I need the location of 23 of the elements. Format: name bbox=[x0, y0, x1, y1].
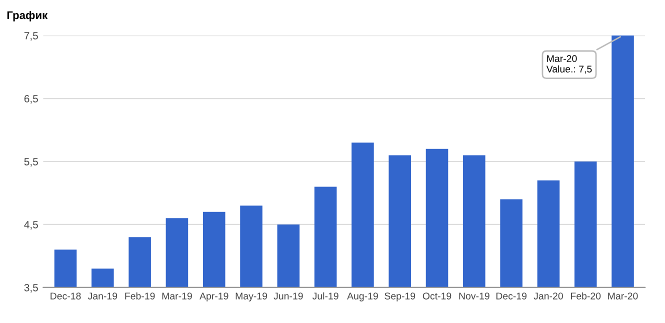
x-tick-label: Jan-19 bbox=[88, 292, 118, 300]
x-tick-label: Dec-18 bbox=[50, 292, 81, 300]
x-tick-label: Jan-20 bbox=[534, 292, 563, 300]
annotation: Mar-20 Value.: 7,5 bbox=[546, 55, 592, 74]
x-tick-label: Jun-19 bbox=[274, 292, 303, 300]
x-tick-label: Feb-20 bbox=[571, 292, 601, 300]
x-tick-label: Mar-19 bbox=[162, 292, 192, 300]
x-tick-label: Aug-19 bbox=[347, 292, 378, 302]
x-tick-label: Oct-19 bbox=[422, 292, 452, 300]
x-tick-label: Sep-19 bbox=[384, 292, 416, 302]
x-tick-label: Dec-19 bbox=[496, 292, 527, 300]
y-tick-label: 4,5 bbox=[24, 221, 38, 230]
x-tick-label: Jul-19 bbox=[312, 292, 338, 300]
chart-title: График bbox=[7, 10, 48, 22]
y-tick-label: 6,5 bbox=[24, 95, 38, 104]
y-tick-label: 5,5 bbox=[24, 158, 38, 167]
x-tick-label: Nov-19 bbox=[459, 292, 490, 300]
x-tick-label: May-19 bbox=[236, 292, 268, 302]
y-tick-label: 3,5 bbox=[24, 284, 38, 293]
y-tick-label: 7,5 bbox=[24, 32, 38, 41]
x-tick-label: Apr-19 bbox=[200, 292, 228, 302]
x-tick-label: Feb-19 bbox=[125, 292, 155, 300]
x-tick-label: Mar-20 bbox=[608, 292, 638, 300]
